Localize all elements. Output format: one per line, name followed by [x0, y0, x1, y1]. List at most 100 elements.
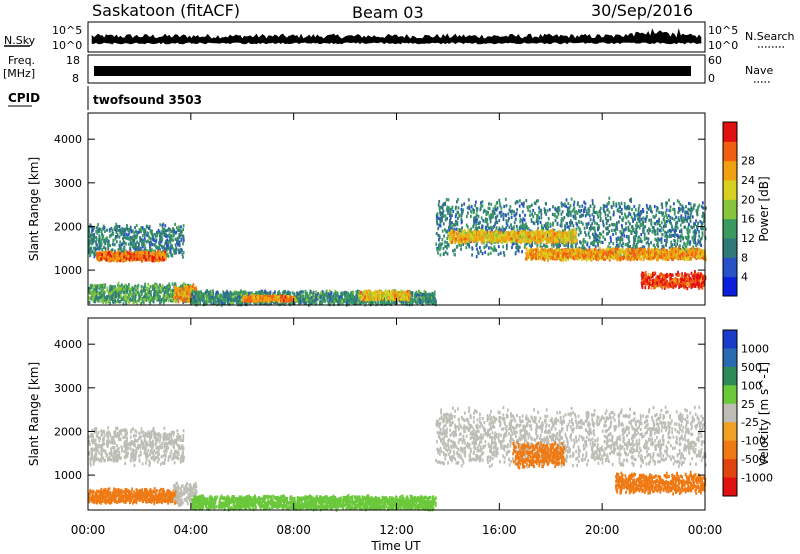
- scatter-cell: [143, 244, 146, 248]
- scatter-cell: [92, 226, 95, 230]
- scatter-cell: [164, 288, 167, 292]
- scatter-cell: [162, 301, 165, 305]
- scatter-cell: [120, 233, 123, 237]
- scatter-cell: [202, 299, 205, 303]
- scatter-cell: [140, 302, 142, 306]
- scatter-cell: [168, 227, 170, 231]
- scatter-cell: [149, 248, 151, 252]
- scatter-cell: [111, 296, 113, 300]
- scatter-cell: [154, 290, 156, 295]
- scatter-cell: [92, 293, 95, 297]
- scatter-cell: [120, 294, 122, 298]
- scatter-cell: [92, 288, 95, 292]
- scatter-cell: [167, 247, 170, 251]
- scatter-cell: [129, 290, 132, 294]
- scatter-cell: [113, 243, 116, 247]
- scatter-cell: [132, 235, 135, 239]
- scatter-cell: [321, 290, 324, 294]
- scatter-cell: [188, 285, 191, 289]
- station-title: Saskatoon (fitACF): [92, 1, 240, 20]
- scatter-cell: [110, 294, 113, 298]
- scatter-cell: [112, 293, 114, 297]
- scatter-cell: [155, 240, 157, 244]
- scatter-cell: [117, 299, 120, 303]
- scatter-cell: [135, 223, 138, 228]
- scatter-cell: [575, 227, 578, 231]
- scatter-cell: [496, 206, 499, 210]
- scatter-cell: [145, 298, 147, 302]
- scatter-cell: [606, 232, 608, 236]
- scatter-cell: [175, 251, 178, 255]
- scatter-cell: [530, 203, 533, 207]
- scatter-cell: [474, 204, 477, 208]
- scatter-cell: [229, 290, 232, 294]
- scatter-cell: [184, 285, 187, 289]
- scatter-cell: [88, 244, 91, 248]
- scatter-cell: [109, 253, 112, 257]
- scatter-cell: [584, 214, 587, 218]
- scatter-cell: [98, 237, 100, 241]
- scatter-cell: [135, 258, 137, 262]
- scatter-cell: [150, 248, 153, 252]
- scatter-cell: [174, 248, 176, 252]
- scatter-cell: [256, 294, 259, 298]
- scatter-cell: [381, 294, 383, 298]
- scatter-cell: [114, 299, 116, 303]
- scatter-cell: [186, 292, 188, 296]
- scatter-cell: [125, 286, 128, 290]
- scatter-cell: [497, 252, 500, 256]
- scatter-cell: [233, 291, 236, 295]
- scatter-cell: [313, 300, 316, 304]
- scatter-cell: [167, 295, 170, 299]
- scatter-cell: [131, 254, 134, 258]
- scatter-cell: [119, 300, 122, 304]
- scatter-cell: [181, 299, 184, 303]
- scatter-cell: [244, 291, 247, 295]
- scatter-cell: [162, 251, 164, 255]
- scatter-cell: [183, 294, 186, 298]
- scatter-cell: [146, 255, 149, 259]
- scatter-cell: [185, 285, 188, 289]
- scatter-cell: [377, 294, 379, 298]
- scatter-cell: [149, 240, 152, 244]
- scatter-cell: [106, 289, 109, 293]
- scatter-cell: [88, 250, 91, 254]
- scatter-cell: [181, 297, 184, 301]
- scatter-cell: [679, 223, 682, 227]
- scatter-cell: [222, 290, 225, 294]
- scatter-cell: [136, 257, 139, 261]
- scatter-cell: [104, 242, 107, 246]
- scatter-cell: [285, 297, 288, 301]
- scatter-cell: [116, 256, 118, 260]
- scatter-cell: [119, 231, 122, 235]
- scatter-cell: [112, 285, 114, 289]
- scatter-cell: [95, 237, 98, 241]
- scatter-cell: [567, 201, 570, 206]
- scatter-cell: [118, 256, 120, 260]
- scatter-cell: [183, 284, 186, 288]
- scatter-cell: [114, 295, 116, 299]
- scatter-cell: [486, 218, 489, 222]
- scatter-cell: [406, 292, 408, 296]
- scatter-cell: [136, 234, 139, 238]
- scatter-cell: [625, 221, 627, 225]
- scatter-cell: [200, 292, 203, 296]
- scatter-cell: [155, 244, 157, 248]
- scatter-cell: [375, 298, 377, 302]
- scatter-cell: [481, 252, 484, 256]
- scatter-cell: [479, 246, 481, 250]
- scatter-cell: [343, 297, 346, 302]
- scatter-cell: [289, 291, 291, 295]
- scatter-cell: [118, 224, 121, 229]
- scatter-cell: [327, 294, 330, 298]
- scatter-cell: [175, 246, 178, 250]
- scatter-cell: [612, 203, 615, 207]
- scatter-cell: [307, 294, 309, 298]
- scatter-cell: [357, 301, 360, 305]
- scatter-cell: [94, 300, 96, 304]
- scatter-cell: [156, 234, 159, 238]
- scatter-cell: [122, 296, 125, 300]
- scatter-cell: [146, 233, 148, 237]
- scatter-cell: [507, 212, 510, 216]
- scatter-cell: [507, 216, 510, 221]
